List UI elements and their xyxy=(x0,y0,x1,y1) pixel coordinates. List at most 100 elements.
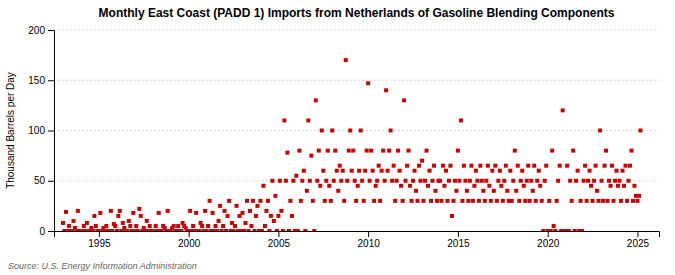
x-tick-label: 2010 xyxy=(358,238,381,249)
point xyxy=(194,211,198,215)
grid-line xyxy=(54,30,659,31)
x-tick: 2020 xyxy=(537,231,560,249)
point xyxy=(486,164,490,168)
point xyxy=(535,179,539,183)
point xyxy=(324,179,328,183)
point xyxy=(275,229,279,231)
point xyxy=(297,149,301,153)
point xyxy=(623,164,627,168)
point xyxy=(333,149,337,153)
point xyxy=(568,179,572,183)
x-tick-label: 1995 xyxy=(88,238,111,249)
point xyxy=(179,229,183,231)
point xyxy=(336,189,340,193)
y-tick-label: 100 xyxy=(28,125,45,136)
point xyxy=(200,224,204,228)
point xyxy=(344,58,348,62)
point xyxy=(260,229,264,231)
source-note: Source: U.S. Energy Information Administ… xyxy=(8,261,197,271)
point xyxy=(281,229,285,231)
point xyxy=(480,179,484,183)
point xyxy=(429,199,433,203)
point xyxy=(447,179,451,183)
x-tick-mark xyxy=(99,231,100,237)
point xyxy=(332,179,336,183)
point xyxy=(381,149,385,153)
point xyxy=(414,189,418,193)
point xyxy=(510,199,514,203)
point xyxy=(498,169,502,173)
point xyxy=(377,164,381,168)
point xyxy=(591,199,595,203)
point xyxy=(574,179,578,183)
point xyxy=(407,149,411,153)
y-tick: 100 xyxy=(28,125,54,136)
point xyxy=(609,184,613,188)
point xyxy=(504,164,508,168)
point xyxy=(305,189,309,193)
y-tick-mark xyxy=(48,231,54,232)
point xyxy=(110,229,114,231)
point xyxy=(294,174,298,178)
point xyxy=(242,229,246,231)
point xyxy=(342,199,346,203)
point xyxy=(248,209,252,213)
point xyxy=(279,209,283,213)
point xyxy=(484,179,488,183)
point xyxy=(618,179,622,183)
point xyxy=(273,194,277,198)
point xyxy=(272,219,276,223)
y-tick-label: 150 xyxy=(28,75,45,86)
point xyxy=(218,204,222,208)
point xyxy=(410,199,414,203)
point xyxy=(315,179,319,183)
x-tick-mark xyxy=(458,231,459,237)
point xyxy=(278,179,282,183)
point xyxy=(137,207,141,211)
point xyxy=(580,229,584,231)
point xyxy=(380,169,384,173)
point xyxy=(582,179,586,183)
y-tick-mark xyxy=(48,80,54,81)
point xyxy=(550,149,554,153)
point xyxy=(583,164,587,168)
point xyxy=(459,118,463,122)
point xyxy=(454,189,458,193)
point xyxy=(478,164,482,168)
point xyxy=(389,129,393,133)
point xyxy=(616,184,620,188)
point xyxy=(267,229,271,231)
x-tick-label: 2000 xyxy=(178,238,201,249)
point xyxy=(528,199,532,203)
point xyxy=(214,224,218,228)
point xyxy=(206,224,210,228)
point xyxy=(276,214,280,218)
point xyxy=(356,184,360,188)
point xyxy=(369,149,373,153)
title: Monthly East Coast (PADD 1) Imports from… xyxy=(99,6,615,20)
point xyxy=(508,169,512,173)
point xyxy=(374,184,378,188)
point xyxy=(363,169,367,173)
chart-svg: 1995200020052010201520202025050100150200… xyxy=(0,0,675,275)
point xyxy=(570,199,574,203)
point xyxy=(357,169,361,173)
grid-line xyxy=(54,130,659,131)
point xyxy=(571,149,575,153)
x-tick-mark xyxy=(637,231,638,237)
point xyxy=(303,229,307,231)
point xyxy=(254,214,258,218)
y-tick: 0 xyxy=(39,226,54,237)
point xyxy=(423,179,427,183)
point xyxy=(383,179,387,183)
point xyxy=(302,169,306,173)
x-tick-mark xyxy=(548,231,549,237)
point xyxy=(115,229,119,231)
point xyxy=(145,219,149,223)
point xyxy=(487,184,491,188)
point xyxy=(393,199,397,203)
point xyxy=(76,209,80,213)
point xyxy=(232,229,236,231)
point xyxy=(475,179,479,183)
point xyxy=(205,229,209,231)
